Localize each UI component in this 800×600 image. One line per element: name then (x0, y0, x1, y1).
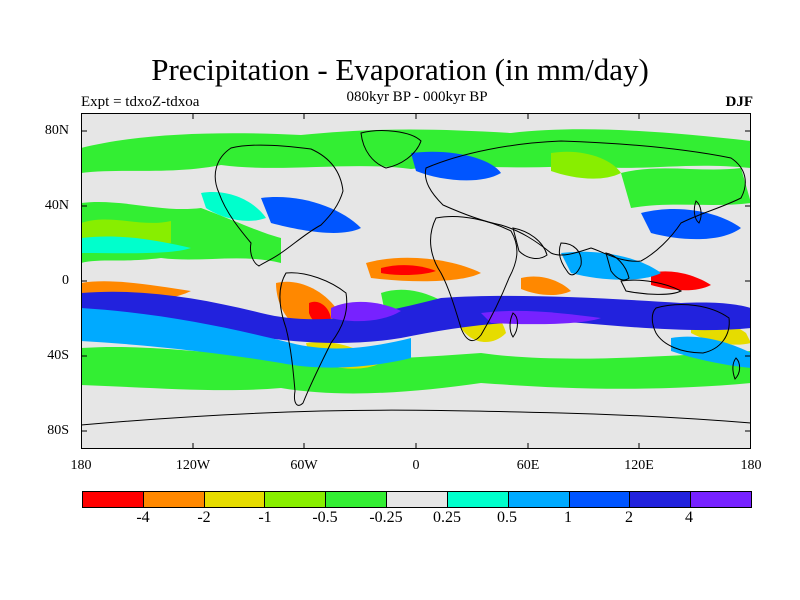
lon-label-60e: 60E (516, 458, 540, 473)
precip-evap-map (81, 113, 751, 449)
colorbar-box (143, 492, 205, 507)
colorbar-label: -0.25 (369, 509, 403, 526)
coast-india (558, 242, 582, 276)
colorbar-label: -1 (258, 509, 272, 526)
lat-label-0: 0 (62, 273, 69, 288)
coast-africa (430, 215, 518, 342)
map-frame (81, 113, 751, 449)
coast-north-america (214, 144, 344, 267)
map-panel (81, 113, 751, 449)
season-label: DJF (725, 94, 754, 110)
plot-title: Precipitation - Evaporation (in mm/day) (151, 52, 649, 87)
coast-arabia (512, 227, 548, 259)
lon-label-180e: 180 (740, 458, 762, 473)
coastlines (81, 130, 751, 426)
coast-australia (651, 304, 730, 354)
lon-label-120w: 120W (175, 458, 211, 473)
colorbar (82, 491, 752, 508)
lon-label-180w: 180 (70, 458, 92, 473)
colorbar-label: -2 (197, 509, 211, 526)
colorbar-label: 4 (685, 509, 693, 526)
coast-south-america (279, 272, 348, 406)
colorbar-label: 0.5 (497, 509, 517, 526)
lat-label-40n: 40N (44, 198, 69, 213)
coast-madagascar (509, 312, 518, 338)
colorbar-box (326, 492, 388, 507)
colorbar-label: 1 (564, 509, 572, 526)
field-positive-zones (81, 151, 751, 368)
lon-label-0: 0 (412, 458, 420, 473)
lat-label-80s: 80S (47, 423, 69, 438)
coast-new-zealand (732, 357, 741, 380)
lon-label-60w: 60W (290, 458, 318, 473)
colorbar-box (691, 492, 751, 507)
experiment-label: Expt = tdxoZ-tdxoa (81, 94, 200, 110)
colorbar-box (630, 492, 692, 507)
plot-subtitle: 080kyr BP - 000kyr BP (346, 89, 488, 105)
coast-greenland (360, 130, 422, 169)
colorbar-box (83, 492, 144, 507)
coast-se-asia (605, 252, 630, 281)
colorbar-box (508, 492, 570, 507)
lat-label-80n: 80N (44, 123, 69, 138)
lat-label-40s: 40S (47, 348, 69, 363)
coast-japan (693, 200, 702, 224)
colorbar-label: 0.25 (433, 509, 461, 526)
colorbar-box (569, 492, 631, 507)
coast-indonesia (620, 279, 683, 295)
colorbar-box (447, 492, 509, 507)
lon-label-120e: 120E (624, 458, 654, 473)
colorbar-box (265, 492, 327, 507)
colorbar-label: 2 (625, 509, 633, 526)
coast-eurasia (424, 140, 746, 262)
colorbar-label: -4 (136, 509, 150, 526)
colorbar-box (204, 492, 266, 507)
colorbar-box (387, 492, 448, 507)
coast-antarctica (81, 409, 751, 426)
colorbar-label: -0.5 (312, 509, 338, 526)
